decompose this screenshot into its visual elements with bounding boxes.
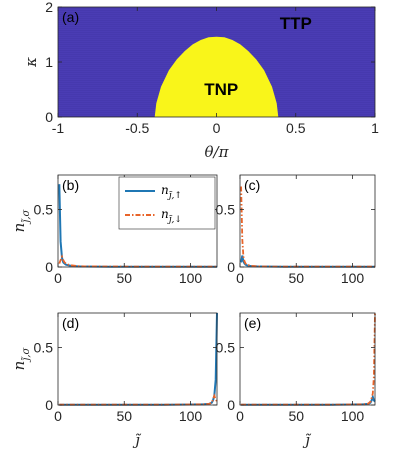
region-label-tnp: TNP xyxy=(204,80,238,99)
x-axis-label: j̃ xyxy=(302,431,312,449)
panel-label: (d) xyxy=(62,315,79,331)
y-tick-label: 0 xyxy=(45,109,53,125)
x-axis-label: θ/π xyxy=(205,143,230,161)
y-tick-label: 0.5 xyxy=(34,202,54,218)
axes-frame xyxy=(239,312,376,406)
series-line-down xyxy=(58,254,217,268)
x-tick-label: 0 xyxy=(213,120,221,136)
panel-e: 0 50 100 0 0.5 (e) j̃ xyxy=(216,312,376,449)
region-label-ttp: TTP xyxy=(280,14,312,33)
legend-entry-down: nj̃,↓ xyxy=(161,207,182,225)
y-tick-label: 1 xyxy=(45,54,53,70)
y-axis-label: nj̃,σ xyxy=(10,346,32,370)
panel-a: TTP TNP -1 -0.5 0 0.5 1 0 1 2 (a) θ/π κ xyxy=(22,0,379,161)
plot-area xyxy=(240,313,375,405)
x-tick-label: 50 xyxy=(116,270,132,286)
panel-c: 0 50 100 0 0.5 (c) xyxy=(216,174,376,286)
y-tick-label: 0 xyxy=(45,259,53,275)
series-line-down xyxy=(59,393,218,406)
axes-frame xyxy=(57,312,218,406)
y-tick-label: 2 xyxy=(45,0,53,15)
plot-area xyxy=(58,313,217,405)
y-tick-label: 0.5 xyxy=(216,202,236,218)
x-tick-label: -0.5 xyxy=(125,120,149,136)
legend-box xyxy=(118,176,216,230)
panel-label: (b) xyxy=(62,177,79,193)
x-tick-label: 100 xyxy=(341,270,365,286)
x-tick-label: -1 xyxy=(52,120,65,136)
panel-label: (c) xyxy=(244,177,260,193)
x-axis-label: j̃ xyxy=(132,431,142,449)
x-tick-label: 0 xyxy=(54,270,62,286)
x-tick-label: 0 xyxy=(54,408,62,424)
y-tick-label: 0 xyxy=(45,397,53,413)
legend-entry-up: nj̃,↑ xyxy=(161,183,182,201)
axes-frame xyxy=(239,174,376,268)
x-tick-label: 50 xyxy=(288,408,304,424)
y-tick-label: 0.5 xyxy=(216,340,236,356)
x-tick-label: 100 xyxy=(341,408,365,424)
x-tick-label: 0 xyxy=(236,270,244,286)
y-tick-label: 0 xyxy=(227,397,235,413)
x-tick-label: 50 xyxy=(116,408,132,424)
plot-area xyxy=(240,175,375,267)
y-tick-label: 0.5 xyxy=(34,340,54,356)
axes-frame xyxy=(57,174,218,268)
x-tick-label: 100 xyxy=(179,408,203,424)
y-tick-label: 0 xyxy=(227,259,235,275)
region-tnp xyxy=(154,36,279,118)
panel-b: 0 50 100 0 0.5 (b) nj̃,σ nj̃,↑ nj̃,↓ xyxy=(10,174,218,286)
y-axis-label: κ xyxy=(22,57,40,68)
panel-label: (a) xyxy=(62,9,79,25)
x-tick-label: 0.5 xyxy=(286,120,306,136)
x-tick-label: 1 xyxy=(371,120,379,136)
panel-d: 0 50 100 0 0.5 (d) nj̃,σ j̃ xyxy=(10,312,218,449)
panel-label: (e) xyxy=(244,315,261,331)
y-axis-label: nj̃,σ xyxy=(10,208,32,232)
x-tick-label: 0 xyxy=(236,408,244,424)
x-tick-label: 100 xyxy=(179,270,203,286)
x-tick-label: 50 xyxy=(288,270,304,286)
legend: nj̃,↑ nj̃,↓ xyxy=(118,176,216,230)
